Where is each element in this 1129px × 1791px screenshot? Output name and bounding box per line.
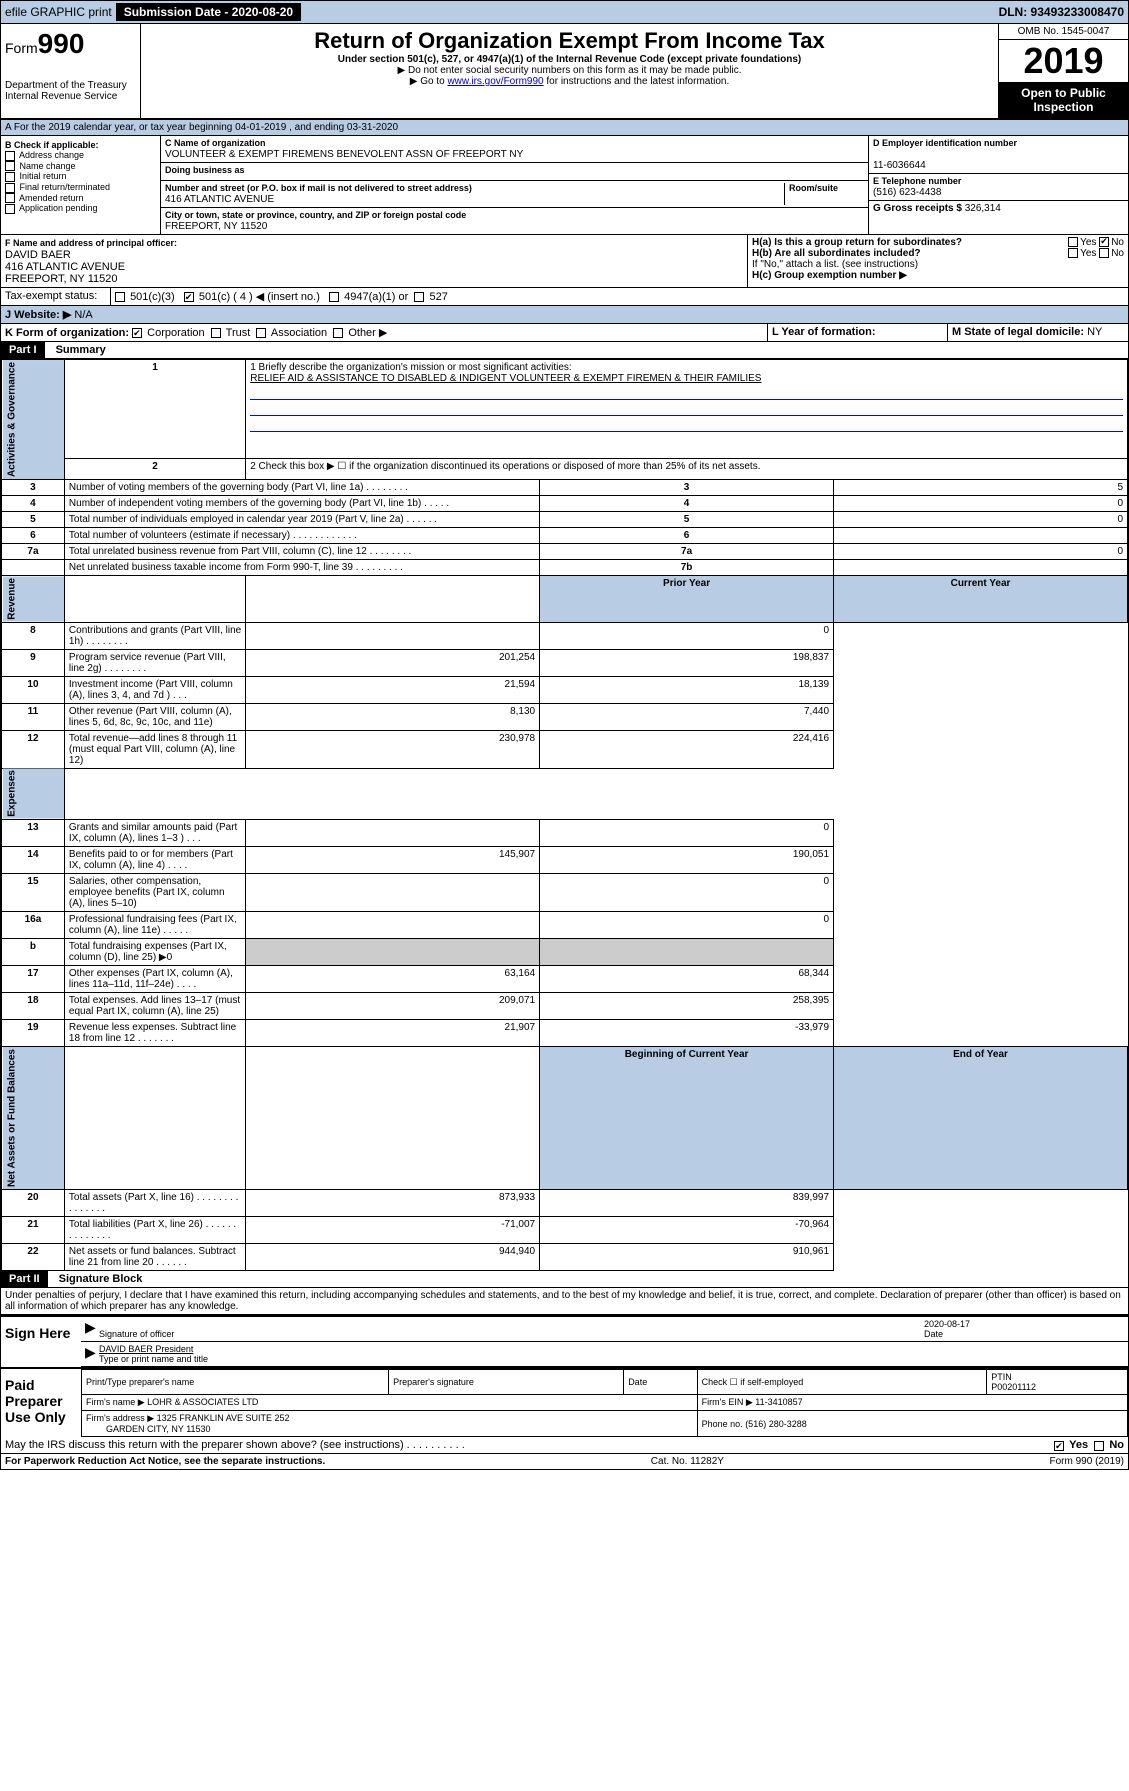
gross-receipts-label: G Gross receipts $ bbox=[873, 203, 962, 214]
summary-table: Activities & Governance 1 1 Briefly desc… bbox=[1, 359, 1128, 1271]
line-a: A For the 2019 calendar year, or tax yea… bbox=[1, 120, 1128, 136]
hb-no-checkbox[interactable] bbox=[1099, 248, 1109, 258]
sign-here-label: Sign Here bbox=[1, 1317, 81, 1367]
form-subtitle: Under section 501(c), 527, or 4947(a)(1)… bbox=[145, 54, 994, 65]
submission-date-button[interactable]: Submission Date - 2020-08-20 bbox=[116, 3, 301, 21]
perjury-text: Under penalties of perjury, I declare th… bbox=[1, 1288, 1128, 1315]
form-note1: ▶ Do not enter social security numbers o… bbox=[145, 65, 994, 76]
section-c-label: C Name of organization bbox=[165, 138, 266, 148]
part1-badge: Part I bbox=[1, 342, 45, 358]
paid-preparer-label: Paid Preparer Use Only bbox=[1, 1369, 81, 1437]
footer-left: For Paperwork Reduction Act Notice, see … bbox=[5, 1456, 325, 1467]
tax-exempt-label: Tax-exempt status: bbox=[1, 288, 111, 305]
ein-value: 11-6036644 bbox=[873, 160, 926, 171]
efile-label[interactable]: efile GRAPHIC print bbox=[5, 5, 112, 19]
dept-label: Department of the Treasury bbox=[5, 80, 136, 91]
ein-label: D Employer identification number bbox=[873, 138, 1017, 148]
footer-right: Form 990 (2019) bbox=[1050, 1456, 1124, 1467]
tax-year: 2019 bbox=[999, 40, 1128, 82]
footer-mid: Cat. No. 11282Y bbox=[651, 1456, 724, 1467]
instructions-link[interactable]: www.irs.gov/Form990 bbox=[447, 76, 543, 87]
part2-title: Signature Block bbox=[51, 1271, 151, 1287]
part1-title: Summary bbox=[48, 342, 114, 358]
org-address: 416 ATLANTIC AVENUE bbox=[165, 194, 274, 205]
org-name: VOLUNTEER & EXEMPT FIREMENS BENEVOLENT A… bbox=[165, 149, 523, 160]
gross-receipts-value: 326,314 bbox=[965, 203, 1001, 214]
dba-label: Doing business as bbox=[165, 165, 245, 175]
form-title: Return of Organization Exempt From Incom… bbox=[145, 28, 994, 54]
org-city: FREEPORT, NY 11520 bbox=[165, 221, 267, 232]
section-b: B Check if applicable: Address change Na… bbox=[1, 136, 161, 234]
phone-value: (516) 623-4438 bbox=[873, 187, 941, 198]
arrow-icon: ▶ bbox=[85, 1319, 99, 1339]
ha-yes-checkbox[interactable] bbox=[1068, 237, 1078, 247]
ha-no-checkbox[interactable] bbox=[1099, 237, 1109, 247]
top-bar: efile GRAPHIC print Submission Date - 20… bbox=[1, 1, 1128, 24]
inspection-badge: Open to Public Inspection bbox=[999, 82, 1128, 118]
form-number: Form990 bbox=[5, 28, 136, 60]
dln-label: DLN: 93493233008470 bbox=[999, 5, 1124, 19]
officer-name: DAVID BAER bbox=[5, 249, 71, 261]
website-value: N/A bbox=[74, 309, 92, 321]
discuss-no-checkbox[interactable] bbox=[1094, 1441, 1104, 1451]
form-note2: ▶ Go to www.irs.gov/Form990 for instruct… bbox=[145, 76, 994, 87]
irs-label: Internal Revenue Service bbox=[5, 91, 136, 102]
phone-label: E Telephone number bbox=[873, 176, 961, 186]
part2-badge: Part II bbox=[1, 1271, 48, 1287]
omb-number: OMB No. 1545-0047 bbox=[999, 24, 1128, 40]
discuss-yes-checkbox[interactable] bbox=[1054, 1441, 1064, 1451]
arrow-icon: ▶ bbox=[85, 1344, 99, 1364]
hb-yes-checkbox[interactable] bbox=[1068, 248, 1078, 258]
